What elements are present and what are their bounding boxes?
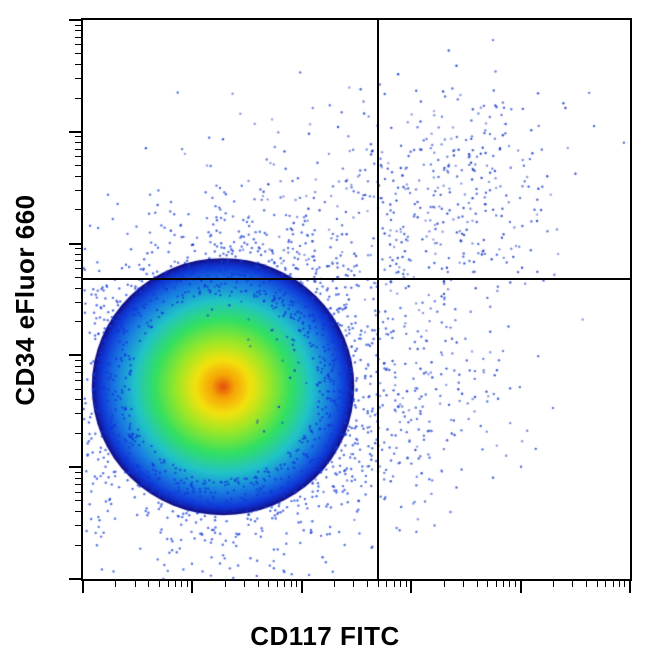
- quadrant-gate-horizontal: [83, 278, 630, 280]
- scatter-plot: [81, 18, 632, 581]
- x-axis-label: CD117 FITC: [0, 621, 650, 652]
- density-canvas: [83, 20, 630, 579]
- y-axis-label: CD34 eFluor 660: [10, 194, 41, 405]
- quadrant-gate-vertical: [377, 20, 379, 579]
